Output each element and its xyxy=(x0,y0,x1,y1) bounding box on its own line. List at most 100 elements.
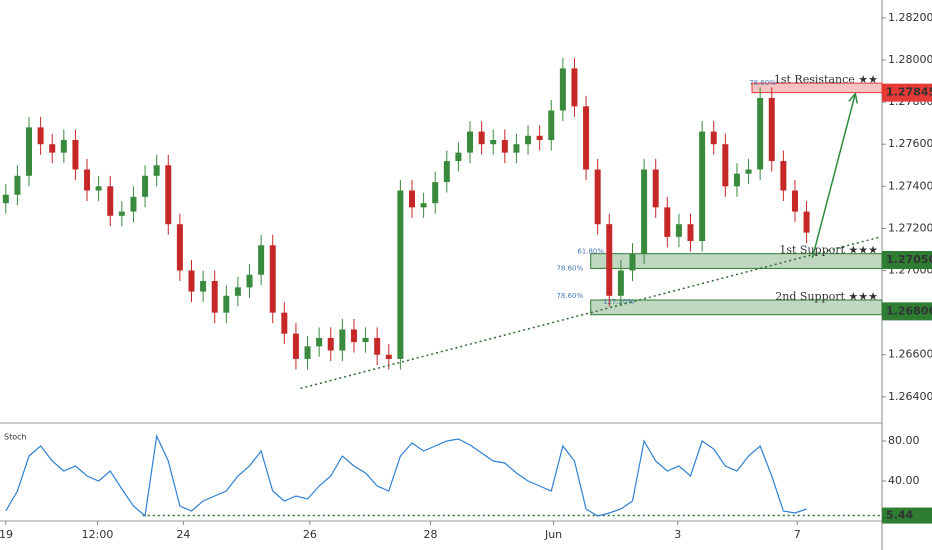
x-tick-label: 26 xyxy=(303,528,317,541)
price-tag xyxy=(882,83,932,102)
candle-body xyxy=(223,295,230,313)
price-tag-label: 1.27845 xyxy=(886,86,932,99)
price-tag xyxy=(882,302,932,321)
candle-body xyxy=(176,224,183,271)
zone-label: 2nd Support ★★★ xyxy=(775,290,878,303)
candle-body xyxy=(513,144,520,153)
arrow-head xyxy=(848,92,858,104)
candle-body xyxy=(455,152,462,162)
candle-body xyxy=(258,245,265,275)
candle-body xyxy=(49,144,56,153)
candle-body xyxy=(200,281,207,292)
candle-body xyxy=(617,270,624,296)
candle-body xyxy=(548,110,555,140)
x-tick-label: 24 xyxy=(176,528,190,541)
candle-body xyxy=(95,186,102,191)
candle-body xyxy=(350,329,357,343)
candle-body xyxy=(72,140,79,170)
fib-label: 78.60% xyxy=(556,292,583,300)
price-tag xyxy=(882,507,932,524)
candle-body xyxy=(107,186,114,216)
candle-body xyxy=(571,68,578,107)
candle-body xyxy=(281,312,288,334)
candle-body xyxy=(791,190,798,212)
fib-label: 78.60% xyxy=(556,264,583,272)
candle-body xyxy=(26,127,33,176)
candle-body xyxy=(664,207,671,237)
candle-body xyxy=(443,161,450,183)
candle-body xyxy=(408,190,415,208)
candle-body xyxy=(420,203,427,208)
candle-body xyxy=(780,161,787,191)
y-tick-label: 1.27200 xyxy=(888,221,932,234)
price-tag-label: 1.26806 xyxy=(886,304,932,317)
x-tick-label: 7 xyxy=(794,528,801,541)
candle-body xyxy=(733,173,740,187)
candle-body xyxy=(188,270,195,292)
x-tick-label: 19 xyxy=(0,528,13,541)
x-tick-label: Jun xyxy=(544,528,562,541)
candle-body xyxy=(14,175,21,195)
indicator-name: Stoch xyxy=(4,433,27,442)
candle-body xyxy=(467,131,474,153)
price-tag-label: 1.27050 xyxy=(886,253,932,266)
candle-body xyxy=(652,169,659,208)
y-tick-label: 1.28000 xyxy=(888,53,932,66)
y-tick-label: 1.26400 xyxy=(888,390,932,403)
fib-label: 61.80% xyxy=(577,248,604,256)
candle-body xyxy=(130,196,137,212)
candle-body xyxy=(60,140,67,153)
candle-body xyxy=(153,165,160,176)
candle-body xyxy=(362,337,369,343)
candle-body xyxy=(803,211,810,233)
candle-body xyxy=(710,131,717,145)
candle-body xyxy=(432,182,439,204)
candle-body xyxy=(2,194,9,204)
candle-body xyxy=(768,97,775,162)
candle-body xyxy=(269,245,276,313)
candle-body xyxy=(536,135,543,140)
candle-body xyxy=(246,274,253,288)
candle-body xyxy=(211,281,218,313)
arrow xyxy=(811,93,857,259)
candle-body xyxy=(559,68,566,111)
candle-body xyxy=(478,131,485,145)
candle-body xyxy=(745,169,752,174)
candle-body xyxy=(699,131,706,242)
y-tick-label: 1.28200 xyxy=(888,11,932,24)
x-tick-label: 12:00 xyxy=(82,528,114,541)
candle-body xyxy=(675,224,682,237)
price-tag xyxy=(882,251,932,269)
candle-body xyxy=(385,354,392,359)
candle-body xyxy=(304,346,311,359)
x-tick-label: 3 xyxy=(674,528,681,541)
candle-body xyxy=(142,175,149,197)
fib-label: 78.60% xyxy=(749,79,776,87)
candle-body xyxy=(234,287,241,296)
y-tick-label: 80.00 xyxy=(888,434,920,447)
candle-body xyxy=(501,140,508,153)
candle-body xyxy=(606,224,613,296)
candle-body xyxy=(37,127,44,145)
candle-body xyxy=(629,253,636,271)
candle-body xyxy=(84,169,91,191)
candle-body xyxy=(292,333,299,359)
fib-label: 127.20% xyxy=(603,298,634,306)
candle-body xyxy=(757,97,764,170)
candle-body xyxy=(165,165,172,225)
candle-body xyxy=(594,169,601,225)
candle-body xyxy=(397,190,404,359)
candle-body xyxy=(722,144,729,187)
candle-body xyxy=(490,140,497,145)
candle-body xyxy=(525,135,532,145)
candle-body xyxy=(583,106,590,170)
candle-body xyxy=(641,169,648,254)
candle-body xyxy=(118,211,125,216)
candle-body xyxy=(374,337,381,355)
stoch-line xyxy=(5,433,807,518)
price-tag-label: 5.44 xyxy=(886,509,913,522)
x-tick-label: 28 xyxy=(424,528,438,541)
candle-body xyxy=(327,337,334,351)
